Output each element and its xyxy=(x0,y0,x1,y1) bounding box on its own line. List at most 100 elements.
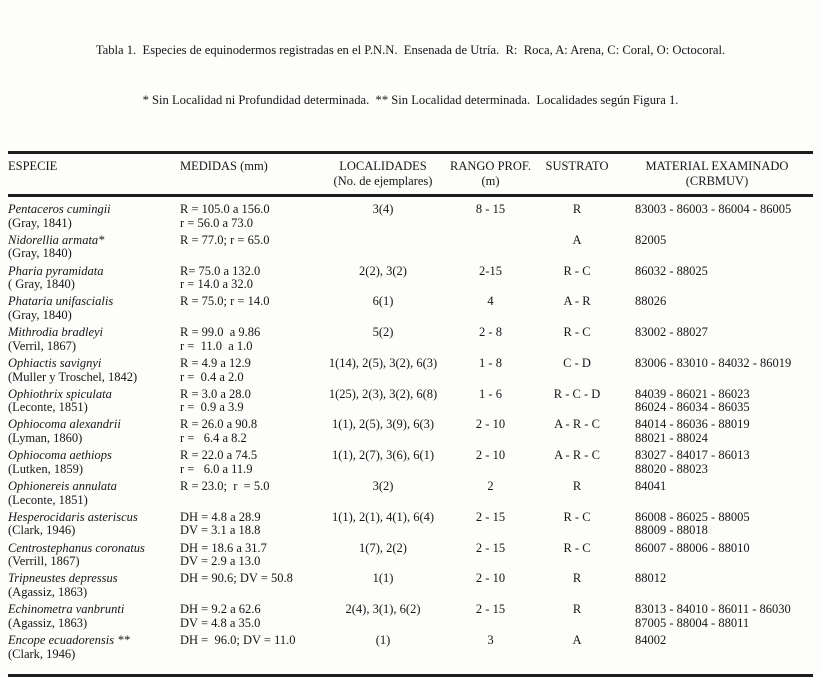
col-header-material-sub: (CRBMUV) xyxy=(685,173,749,188)
medidas-cell: R = 105.0 a 156.0 r = 56.0 a 73.0 xyxy=(180,202,270,230)
species-author: (Leconte, 1851) xyxy=(8,400,88,415)
material-cell: 84041 xyxy=(635,479,667,494)
medidas-cell: R = 23.0; r = 5.0 xyxy=(180,479,270,494)
table-row: Phataria unifascialis (Gray, 1840) R = 7… xyxy=(8,295,813,326)
species-name: Echinometra vanbrunti xyxy=(8,602,125,617)
rango-cell: 8 - 15 xyxy=(475,202,506,216)
species-cell: Mithrodia bradleyi (Verril, 1867) xyxy=(8,326,180,357)
col-header-rango-sub: (m) xyxy=(481,173,500,188)
table-row: Pentaceros cumingii (Gray, 1841) R = 105… xyxy=(8,196,813,234)
table-row: Mithrodia bradleyi (Verril, 1867) R = 99… xyxy=(8,325,813,357)
medidas-cell: R = 22.0 a 74.5 r = 6.0 a 11.9 xyxy=(180,448,258,476)
medidas-cell: DH = 9.2 a 62.6 DV = 4.8 a 35.0 xyxy=(180,602,261,630)
sustrato-cell: R - C xyxy=(563,263,591,278)
species-author: (Leconte, 1851) xyxy=(8,492,88,507)
medidas-cell: R = 99.0 a 9.86 r = 11.0 a 1.0 xyxy=(180,325,261,353)
col-header-especie: ESPECIE xyxy=(8,154,180,197)
species-name: Pentaceros cumingii xyxy=(8,202,111,216)
species-name: Ophionereis annulata xyxy=(8,479,117,494)
species-name: Ophiactis savignyi xyxy=(8,355,102,370)
species-name: Nidorellia armata* xyxy=(8,232,105,247)
localidades-cell: (1) xyxy=(375,632,391,647)
sustrato-cell: A - R - C xyxy=(554,417,600,432)
col-header-localidades-sub: (No. de ejemplares) xyxy=(333,173,433,188)
material-cell: 84014 - 86036 - 88019 88021 - 88024 xyxy=(635,417,750,446)
localidades-cell: 1(1), 2(1), 4(1), 6(4) xyxy=(331,509,435,524)
species-cell: Ophiothrix spiculata (Leconte, 1851) xyxy=(8,386,180,419)
species-author: (Gray, 1840) xyxy=(8,307,72,322)
table-row: Ophionereis annulata (Leconte, 1851) R =… xyxy=(8,479,813,511)
species-name: Pharia pyramidata xyxy=(8,263,104,278)
table-row: Pharia pyramidata ( Gray, 1840) R= 75.0 … xyxy=(8,263,813,296)
rango-cell: 4 xyxy=(487,294,494,309)
species-name: Ophiothrix spiculata xyxy=(8,386,112,401)
material-cell: 88012 xyxy=(635,571,667,586)
material-cell: 82005 xyxy=(635,232,667,247)
sustrato-cell: R - C xyxy=(563,540,591,555)
medidas-cell: R = 77.0; r = 65.0 xyxy=(180,232,270,247)
localidades-cell: 1(1), 2(5), 3(9), 6(3) xyxy=(331,417,435,432)
localidades-cell: 3(2) xyxy=(372,479,394,494)
medidas-cell: DH = 96.0; DV = 11.0 xyxy=(180,632,296,647)
table-row: Echinometra vanbrunti (Agassiz, 1863) DH… xyxy=(8,602,813,634)
sustrato-cell: A - R - C xyxy=(554,448,600,463)
species-cell: Ophiocoma alexandrii (Lyman, 1860) xyxy=(8,418,180,449)
table-caption-line1: Tabla 1. Especies de equinodermos regist… xyxy=(95,43,726,57)
sustrato-cell: R xyxy=(572,571,582,586)
table-row: Tripneustes depressus (Agassiz, 1863) DH… xyxy=(8,572,813,603)
sustrato-cell: A xyxy=(572,632,582,647)
sustrato-cell: R - C xyxy=(563,509,591,524)
material-cell: 83013 - 84010 - 86011 - 86030 87005 - 88… xyxy=(635,602,791,630)
material-cell: 88026 xyxy=(635,294,667,309)
sustrato-cell: C - D xyxy=(563,355,591,370)
sustrato-cell: A xyxy=(572,232,582,247)
col-header-sustrato: SUSTRATO xyxy=(533,154,621,197)
species-cell: Pentaceros cumingii (Gray, 1841) xyxy=(8,196,180,234)
species-cell: Pharia pyramidata ( Gray, 1840) xyxy=(8,263,180,296)
rango-cell: 2 - 10 xyxy=(475,417,506,432)
species-author: (Lutken, 1859) xyxy=(8,461,83,476)
sustrato-cell: R xyxy=(572,479,582,494)
medidas-cell: DH = 4.8 a 28.9 DV = 3.1 a 18.8 xyxy=(180,509,261,538)
rango-cell: 2-15 xyxy=(479,263,502,278)
rango-cell: 1 - 8 xyxy=(479,355,502,370)
species-author: (Gray, 1841) xyxy=(8,215,72,230)
species-author: (Clark, 1946) xyxy=(8,646,76,661)
rango-cell: 2 xyxy=(487,479,494,494)
sustrato-cell: R - C xyxy=(563,325,591,340)
material-cell: 83006 - 83010 - 84032 - 86019 xyxy=(635,355,792,370)
col-header-localidades-label: LOCALIDADES xyxy=(339,159,427,173)
table-row: Ophiocoma alexandrii (Lyman, 1860) R = 2… xyxy=(8,418,813,449)
species-author: (Agassiz, 1863) xyxy=(8,584,88,599)
species-cell: Tripneustes depressus (Agassiz, 1863) xyxy=(8,572,180,603)
localidades-cell: 1(7), 2(2) xyxy=(359,540,407,555)
rango-cell: 2 - 15 xyxy=(475,540,506,555)
table-row: Centrostephanus coronatus (Verrill, 1867… xyxy=(8,540,813,573)
species-name: Ophiocoma aethiops xyxy=(8,448,112,463)
rango-cell: 3 xyxy=(487,632,494,647)
material-cell: 83027 - 84017 - 86013 88020 - 88023 xyxy=(635,448,750,476)
localidades-cell: 3(4) xyxy=(372,202,394,216)
species-name: Phataria unifascialis xyxy=(8,294,114,309)
col-header-material-label: MATERIAL EXAMINADO xyxy=(645,159,789,173)
species-cell: Centrostephanus coronatus (Verrill, 1867… xyxy=(8,541,180,573)
table-body: Pentaceros cumingii (Gray, 1841) R = 105… xyxy=(8,196,813,665)
col-header-material: MATERIAL EXAMINADO (CRBMUV) xyxy=(621,154,813,197)
species-cell: Ophiactis savignyi (Muller y Troschel, 1… xyxy=(8,355,180,388)
species-name: Hesperocidaris asteriscus xyxy=(8,509,138,524)
medidas-cell: DH = 18.6 a 31.7 DV = 2.9 a 13.0 xyxy=(180,540,267,569)
material-cell: 84039 - 86021 - 86023 86024 - 86034 - 86… xyxy=(635,386,750,415)
species-author: (Clark, 1946) xyxy=(8,523,76,538)
species-author: (Gray, 1840) xyxy=(8,246,72,261)
localidades-cell: 1(14), 2(5), 3(2), 6(3) xyxy=(328,355,438,370)
top-rule xyxy=(8,151,813,154)
rango-cell: 2 - 10 xyxy=(475,448,506,463)
species-cell: Hesperocidaris asteriscus (Clark, 1946) xyxy=(8,509,180,542)
rango-cell xyxy=(448,234,533,265)
table-header: ESPECIE MEDIDAS (mm) LOCALIDADES (No. de… xyxy=(8,154,813,197)
material-cell: 83002 - 88027 xyxy=(635,325,708,340)
table-caption-line2: * Sin Localidad ni Profundidad determina… xyxy=(142,92,679,107)
medidas-cell: R = 3.0 a 28.0 r = 0.9 a 3.9 xyxy=(180,386,251,415)
table-row: Ophiothrix spiculata (Leconte, 1851) R =… xyxy=(8,386,813,419)
